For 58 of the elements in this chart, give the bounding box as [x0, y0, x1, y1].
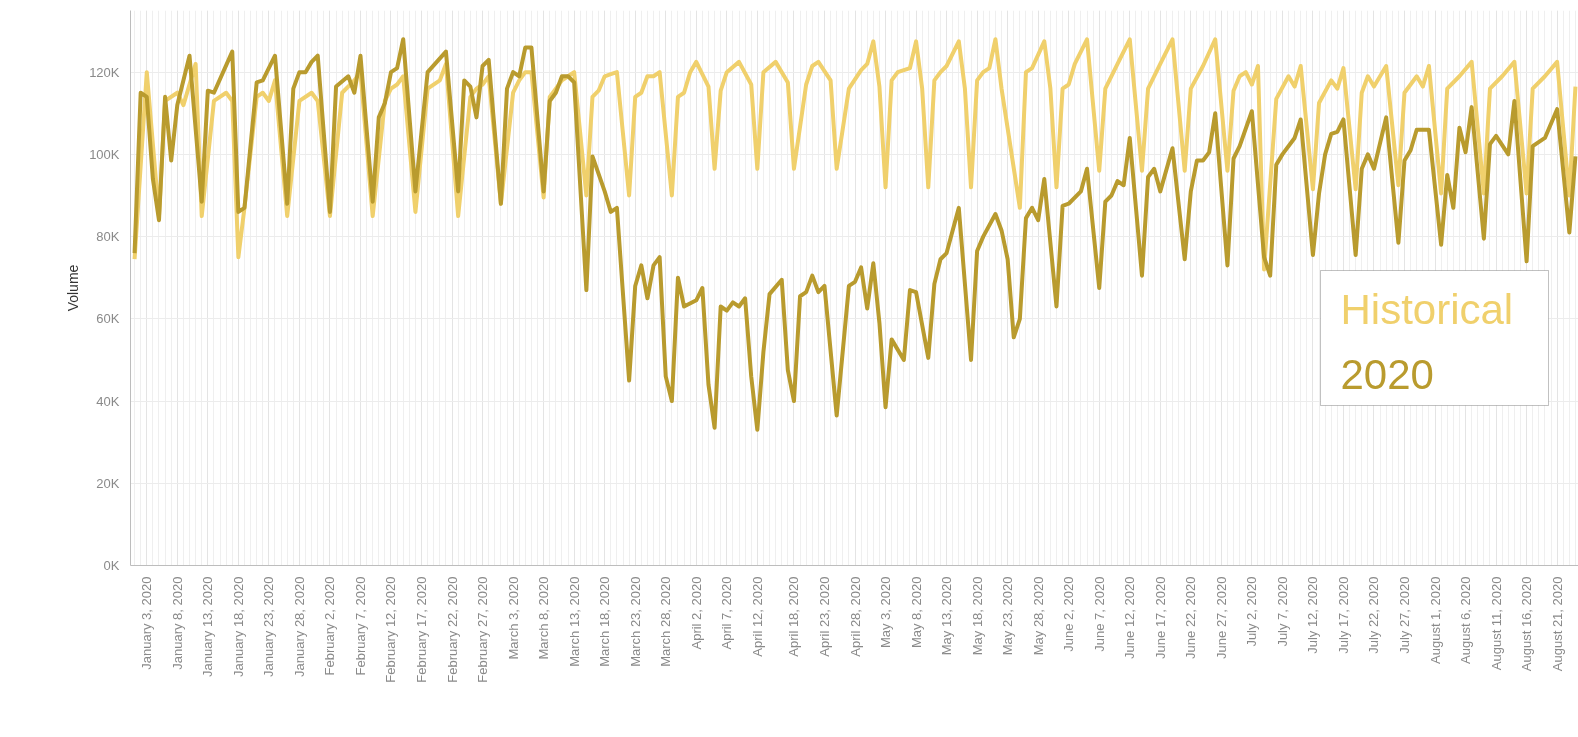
x-tick-label: July 22, 2020: [1366, 576, 1382, 654]
x-tick-label: May 3, 2020: [878, 576, 894, 649]
x-tick-label: February 17, 2020: [414, 576, 430, 683]
x-tick-label: March 8, 2020: [536, 576, 552, 660]
x-tick-label: March 23, 2020: [627, 576, 643, 667]
x-tick-label: May 18, 2020: [969, 576, 985, 656]
x-tick-label: March 3, 2020: [505, 576, 521, 660]
x-tick-label: February 2, 2020: [322, 576, 338, 676]
x-tick-label: August 16, 2020: [1519, 576, 1535, 672]
x-tick-label: January 3, 2020: [139, 576, 155, 670]
x-tick-label: June 12, 2020: [1122, 576, 1138, 659]
x-tick-label: April 2, 2020: [688, 576, 704, 650]
x-tick-label: August 6, 2020: [1458, 576, 1474, 664]
x-tick-label: August 1, 2020: [1427, 576, 1443, 664]
x-tick-label: July 17, 2020: [1335, 576, 1351, 654]
x-tick-label: June 22, 2020: [1183, 576, 1199, 659]
y-tick-label: 60K: [96, 311, 120, 327]
y-tick-label: 100K: [89, 146, 120, 162]
x-tick-label: May 23, 2020: [1000, 576, 1016, 656]
x-tick-label: January 18, 2020: [230, 576, 246, 677]
y-tick-label: 40K: [96, 393, 120, 409]
y-axis-title: Volume: [65, 264, 82, 312]
x-tick-label: August 11, 2020: [1488, 576, 1504, 671]
x-tick-label: February 27, 2020: [475, 576, 491, 683]
x-tick-label: July 12, 2020: [1305, 576, 1321, 654]
x-tick-label: July 27, 2020: [1397, 576, 1412, 654]
x-tick-label: April 18, 2020: [786, 576, 802, 657]
x-tick-label: January 23, 2020: [261, 576, 277, 677]
x-tick-label: April 23, 2020: [816, 576, 832, 657]
y-tick-label: 20K: [96, 475, 120, 491]
x-tick-label: February 12, 2020: [383, 576, 399, 683]
x-tick-label: January 13, 2020: [200, 576, 216, 677]
x-tick-label: March 28, 2020: [658, 576, 674, 667]
x-tick-label: April 28, 2020: [847, 576, 863, 657]
x-tick-label: March 18, 2020: [597, 576, 613, 667]
x-tick-label: August 21, 2020: [1549, 576, 1565, 672]
x-tick-label: January 8, 2020: [169, 576, 185, 670]
x-tick-label: February 7, 2020: [352, 576, 368, 676]
x-tick-label: February 22, 2020: [444, 576, 460, 683]
y-tick-label: 120K: [89, 64, 120, 80]
x-tick-label: May 28, 2020: [1030, 576, 1046, 656]
x-tick-label: June 27, 2020: [1213, 576, 1229, 659]
y-tick-label: 0K: [103, 558, 120, 573]
series-label: Historical: [1340, 285, 1514, 333]
x-tick-label: June 7, 2020: [1091, 576, 1107, 652]
text: 2020: [1340, 350, 1434, 398]
x-tick-label: June 2, 2020: [1061, 576, 1077, 652]
x-tick-label: July 2, 2020: [1244, 576, 1260, 647]
x-tick-label: July 7, 2020: [1274, 576, 1290, 647]
x-tick-label: January 28, 2020: [291, 576, 307, 677]
x-tick-label: May 8, 2020: [908, 576, 924, 649]
x-tick-label: April 12, 2020: [749, 576, 765, 657]
line-series: [132, 37, 1578, 432]
y-tick-label: 80K: [96, 229, 120, 245]
x-tick-label: June 17, 2020: [1152, 576, 1168, 659]
x-tick-label: March 13, 2020: [566, 576, 582, 667]
x-tick-label: April 7, 2020: [719, 576, 735, 650]
x-tick-label: May 13, 2020: [939, 576, 955, 656]
